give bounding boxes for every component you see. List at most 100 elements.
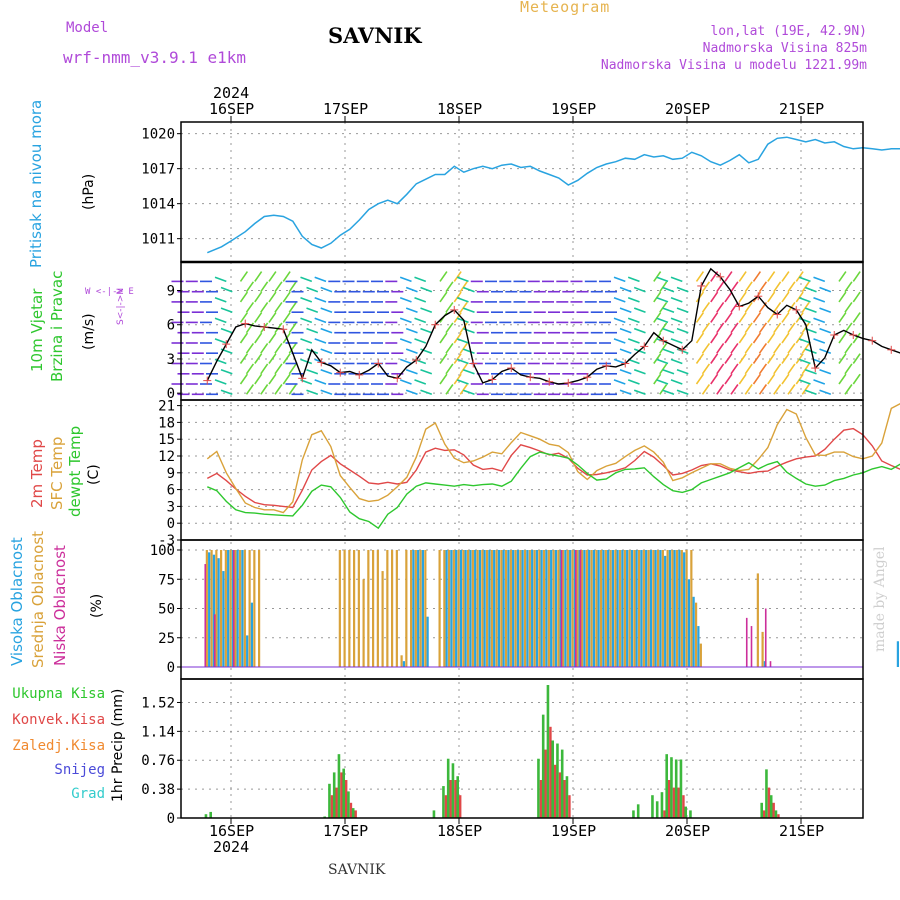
wind-arrow-85 xyxy=(288,281,297,293)
cloud-mid-bar-74 xyxy=(642,550,645,667)
wind-arrow-407 xyxy=(659,384,668,395)
wind-arrow-80 xyxy=(268,353,277,364)
wind-arrow-435 xyxy=(701,301,711,313)
wind-arrow-541 xyxy=(819,286,832,293)
cloud-high-bar-84 xyxy=(692,596,695,667)
cloud-mid-bar-89 xyxy=(756,573,759,667)
cloud-mid-bar-17 xyxy=(362,579,365,667)
wind-arrow-205 xyxy=(420,286,433,293)
wind-arrow-196 xyxy=(399,317,412,324)
wind-arrow-82 xyxy=(268,373,277,385)
cloud-low-bar-57 xyxy=(560,550,563,667)
wind-arrow-551 xyxy=(819,389,832,396)
cloud-high-bar-71 xyxy=(630,550,633,667)
wind-arrow-464 xyxy=(724,353,733,364)
precip-conv-bar-15 xyxy=(544,749,547,818)
wind-arrow-558 xyxy=(838,332,847,344)
year-top: 2024 xyxy=(213,84,250,102)
cloud-high-bar-75 xyxy=(649,550,652,667)
cloud-mid-bar-11 xyxy=(258,550,261,667)
cloud-mid-bar-49 xyxy=(524,550,527,667)
wind-speed-line xyxy=(206,267,900,385)
wind-arrow-452 xyxy=(710,353,719,364)
wind-arrow-232 xyxy=(453,312,462,323)
wind-arrow-207 xyxy=(420,307,433,313)
precip-total-bar-22 xyxy=(636,804,640,818)
wind-arrow-543 xyxy=(819,307,832,313)
wind-arrow-490 xyxy=(752,373,762,385)
wind-arrow-251 xyxy=(462,389,475,396)
cloud-high-bar-46 xyxy=(512,550,515,667)
precip-conv-bar-5 xyxy=(340,772,343,818)
cloud-high-bar-43 xyxy=(497,550,500,667)
wind-arrow-194 xyxy=(399,297,412,303)
wind-arrow-564 xyxy=(852,271,861,282)
cloud-high-bar-30 xyxy=(426,616,429,667)
wind-arrow-87 xyxy=(288,301,297,313)
cloud-mid-bar-10 xyxy=(253,550,256,667)
cloud-high-bar-73 xyxy=(640,550,643,667)
wind-arrow-68 xyxy=(254,353,263,364)
wind-arrow-462 xyxy=(724,332,733,344)
cloud-mid-bar-42 xyxy=(490,550,493,667)
wind-arrow-461 xyxy=(730,322,739,334)
cloud-mid-bar-46 xyxy=(509,550,512,667)
cloud-low-bar-61 xyxy=(579,550,582,667)
wind-arrow-38 xyxy=(214,297,227,303)
cloud-mid-bar-18 xyxy=(367,550,370,667)
wind-arrow-372 xyxy=(613,276,626,283)
wind-arrow-202 xyxy=(399,379,412,385)
precip-conv-bar-17 xyxy=(554,764,557,818)
precip-total-bar-21 xyxy=(632,810,635,818)
wind-arrow-74 xyxy=(268,291,277,303)
data-layer xyxy=(171,136,900,819)
precip-ytick-label-3: 1.14 xyxy=(141,724,175,740)
wind-arrow-246 xyxy=(456,338,469,344)
cloud-mid-bar-31 xyxy=(438,550,441,667)
temperature-ytick-label-3: 6 xyxy=(167,483,175,499)
wind-arrow-229 xyxy=(459,281,468,293)
pressure-line xyxy=(207,136,900,254)
wind-arrow-438 xyxy=(695,332,705,344)
wind-arrow-396 xyxy=(653,271,662,282)
wind-arrow-130 xyxy=(314,379,327,385)
wind-arrow-237 xyxy=(459,363,468,375)
wind-arrow-474 xyxy=(738,332,747,344)
wind-arrow-230 xyxy=(453,291,462,303)
wind-arrow-204 xyxy=(414,276,427,283)
cloud-high-bar-64 xyxy=(597,550,600,667)
wind-arrow-566 xyxy=(852,312,861,323)
wind-arrow-41 xyxy=(220,327,233,334)
temperature-ytick-label-4: 9 xyxy=(167,466,175,482)
precip-conv-bar-28 xyxy=(677,787,680,818)
wind-arrow-39 xyxy=(220,307,233,313)
cloud-high-bar-49 xyxy=(526,550,529,667)
cloud-high-bar-57 xyxy=(564,550,567,667)
cloud-high-bar-83 xyxy=(687,579,690,667)
wind-arrow-565 xyxy=(852,291,861,303)
precip-total-bar-15 xyxy=(541,714,545,818)
wind-arrow-235 xyxy=(459,342,468,354)
precip-conv-bar-19 xyxy=(563,780,566,818)
precip-ytick-label-2: 0.76 xyxy=(141,753,175,769)
wind-arrow-561 xyxy=(844,363,853,375)
wind-arrow-236 xyxy=(453,353,462,364)
wind-ytick-label-1: 3 xyxy=(167,352,175,368)
wind-arrow-78 xyxy=(268,332,277,344)
cloud-high-bar-36 xyxy=(464,550,467,667)
wind-arrow-203 xyxy=(405,389,418,396)
wind-arrow-49 xyxy=(245,281,255,293)
wind-arrow-245 xyxy=(462,327,475,334)
wind-arrow-493 xyxy=(773,281,782,293)
wind-arrow-447 xyxy=(716,301,725,313)
wind-arrow-529 xyxy=(804,286,817,293)
cloud-high-bar-33 xyxy=(450,550,453,667)
temp-line-0 xyxy=(206,427,900,509)
wind-arrow-394 xyxy=(627,379,640,385)
wind-arrow-544 xyxy=(813,317,826,324)
wind-arrow-214 xyxy=(414,379,427,385)
cloud-mid-bar-41 xyxy=(486,550,489,667)
wind-arrow-426 xyxy=(670,338,683,344)
precip-total-bar-6 xyxy=(342,768,345,818)
wind-arrow-473 xyxy=(744,322,753,334)
